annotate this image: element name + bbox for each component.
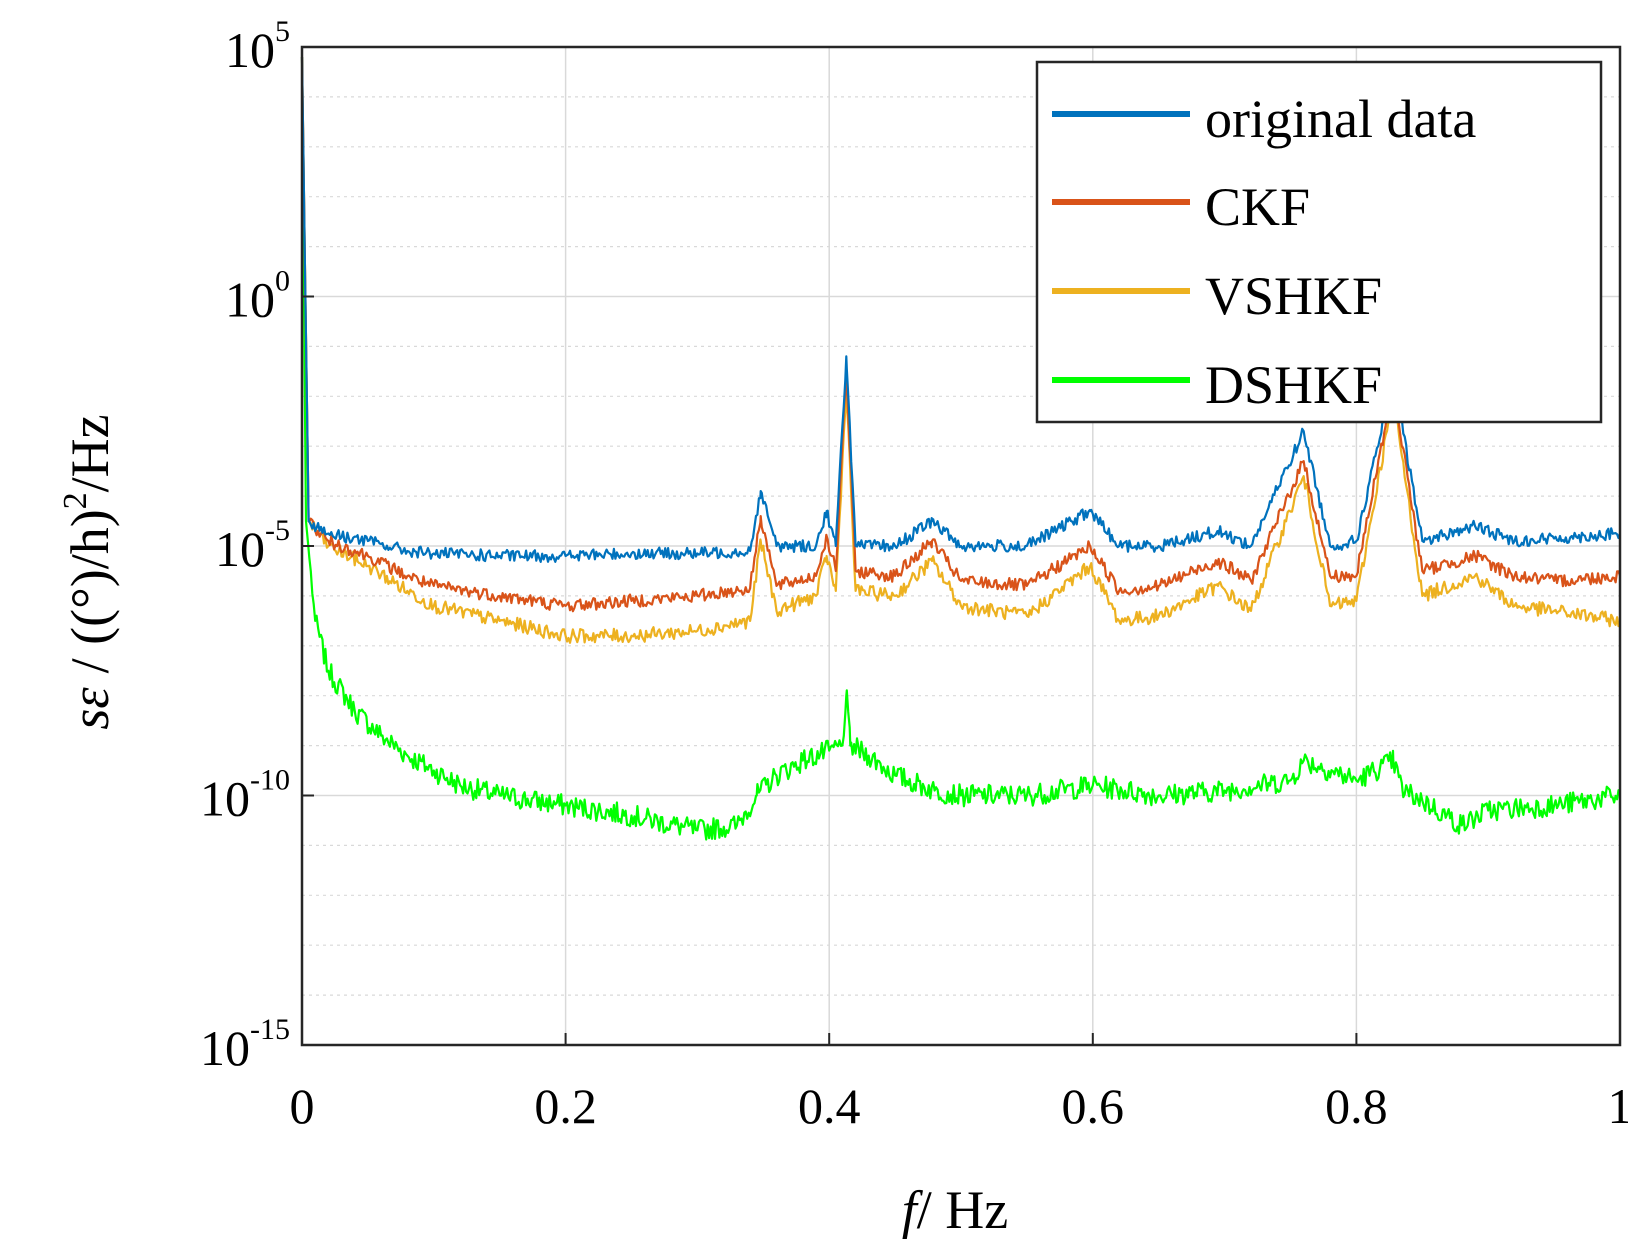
y-tick-exponent: -10 bbox=[250, 764, 290, 797]
x-axis-units: / Hz bbox=[917, 1180, 1008, 1239]
y-axis-variable: sε bbox=[60, 687, 120, 730]
y-tick-base: 10 bbox=[200, 771, 250, 827]
y-tick-exponent: 5 bbox=[275, 15, 290, 48]
legend-label: CKF bbox=[1205, 177, 1310, 237]
y-tick-base: 10 bbox=[215, 521, 265, 577]
y-tick-base: 10 bbox=[225, 22, 275, 78]
y-tick-exponent: -15 bbox=[250, 1013, 290, 1046]
x-tick-labels: 0 0.2 0.4 0.6 0.8 1 bbox=[290, 1078, 1628, 1134]
y-tick-label: 100 bbox=[225, 265, 290, 328]
y-axis-exponent: 2 bbox=[57, 492, 94, 509]
x-tick-label: 0 bbox=[290, 1078, 315, 1134]
legend-label: original data bbox=[1205, 89, 1476, 149]
y-axis-units: / ((°)/h) bbox=[60, 509, 120, 673]
series-line-dshkf bbox=[300, 56, 1622, 841]
legend-entry: CKF bbox=[1052, 177, 1310, 237]
x-tick-label: 0.8 bbox=[1325, 1078, 1388, 1134]
legend: original data CKF VSHKF DSHKF bbox=[1035, 60, 1603, 424]
x-tick-label: 0.6 bbox=[1062, 1078, 1125, 1134]
y-tick-label: 105 bbox=[225, 15, 290, 78]
y-tick-exponent: 0 bbox=[275, 265, 290, 298]
legend-entry: original data bbox=[1052, 89, 1476, 149]
tick-marks bbox=[301, 46, 1621, 1046]
x-tick-label: 0.4 bbox=[798, 1078, 861, 1134]
x-tick-label: 1 bbox=[1608, 1078, 1628, 1134]
legend-label: VSHKF bbox=[1205, 266, 1382, 326]
x-axis-label: f/ Hz bbox=[902, 1180, 1008, 1239]
y-tick-exponent: -5 bbox=[265, 514, 290, 547]
legend-box bbox=[1035, 60, 1603, 424]
legend-entry: DSHKF bbox=[1052, 355, 1382, 415]
y-axis-suffix: /Hz bbox=[60, 414, 120, 492]
x-tick-label: 0.2 bbox=[534, 1078, 597, 1134]
y-axis-label: sε / ((°)/h)2/Hz bbox=[57, 414, 120, 729]
y-tick-label: 10-5 bbox=[215, 514, 290, 577]
y-tick-base: 10 bbox=[200, 1020, 250, 1076]
y-tick-base: 10 bbox=[225, 272, 275, 328]
legend-label: DSHKF bbox=[1205, 355, 1382, 415]
legend-entry: VSHKF bbox=[1052, 266, 1382, 326]
y-tick-label: 10-10 bbox=[200, 764, 290, 827]
y-tick-label: 10-15 bbox=[200, 1013, 290, 1076]
